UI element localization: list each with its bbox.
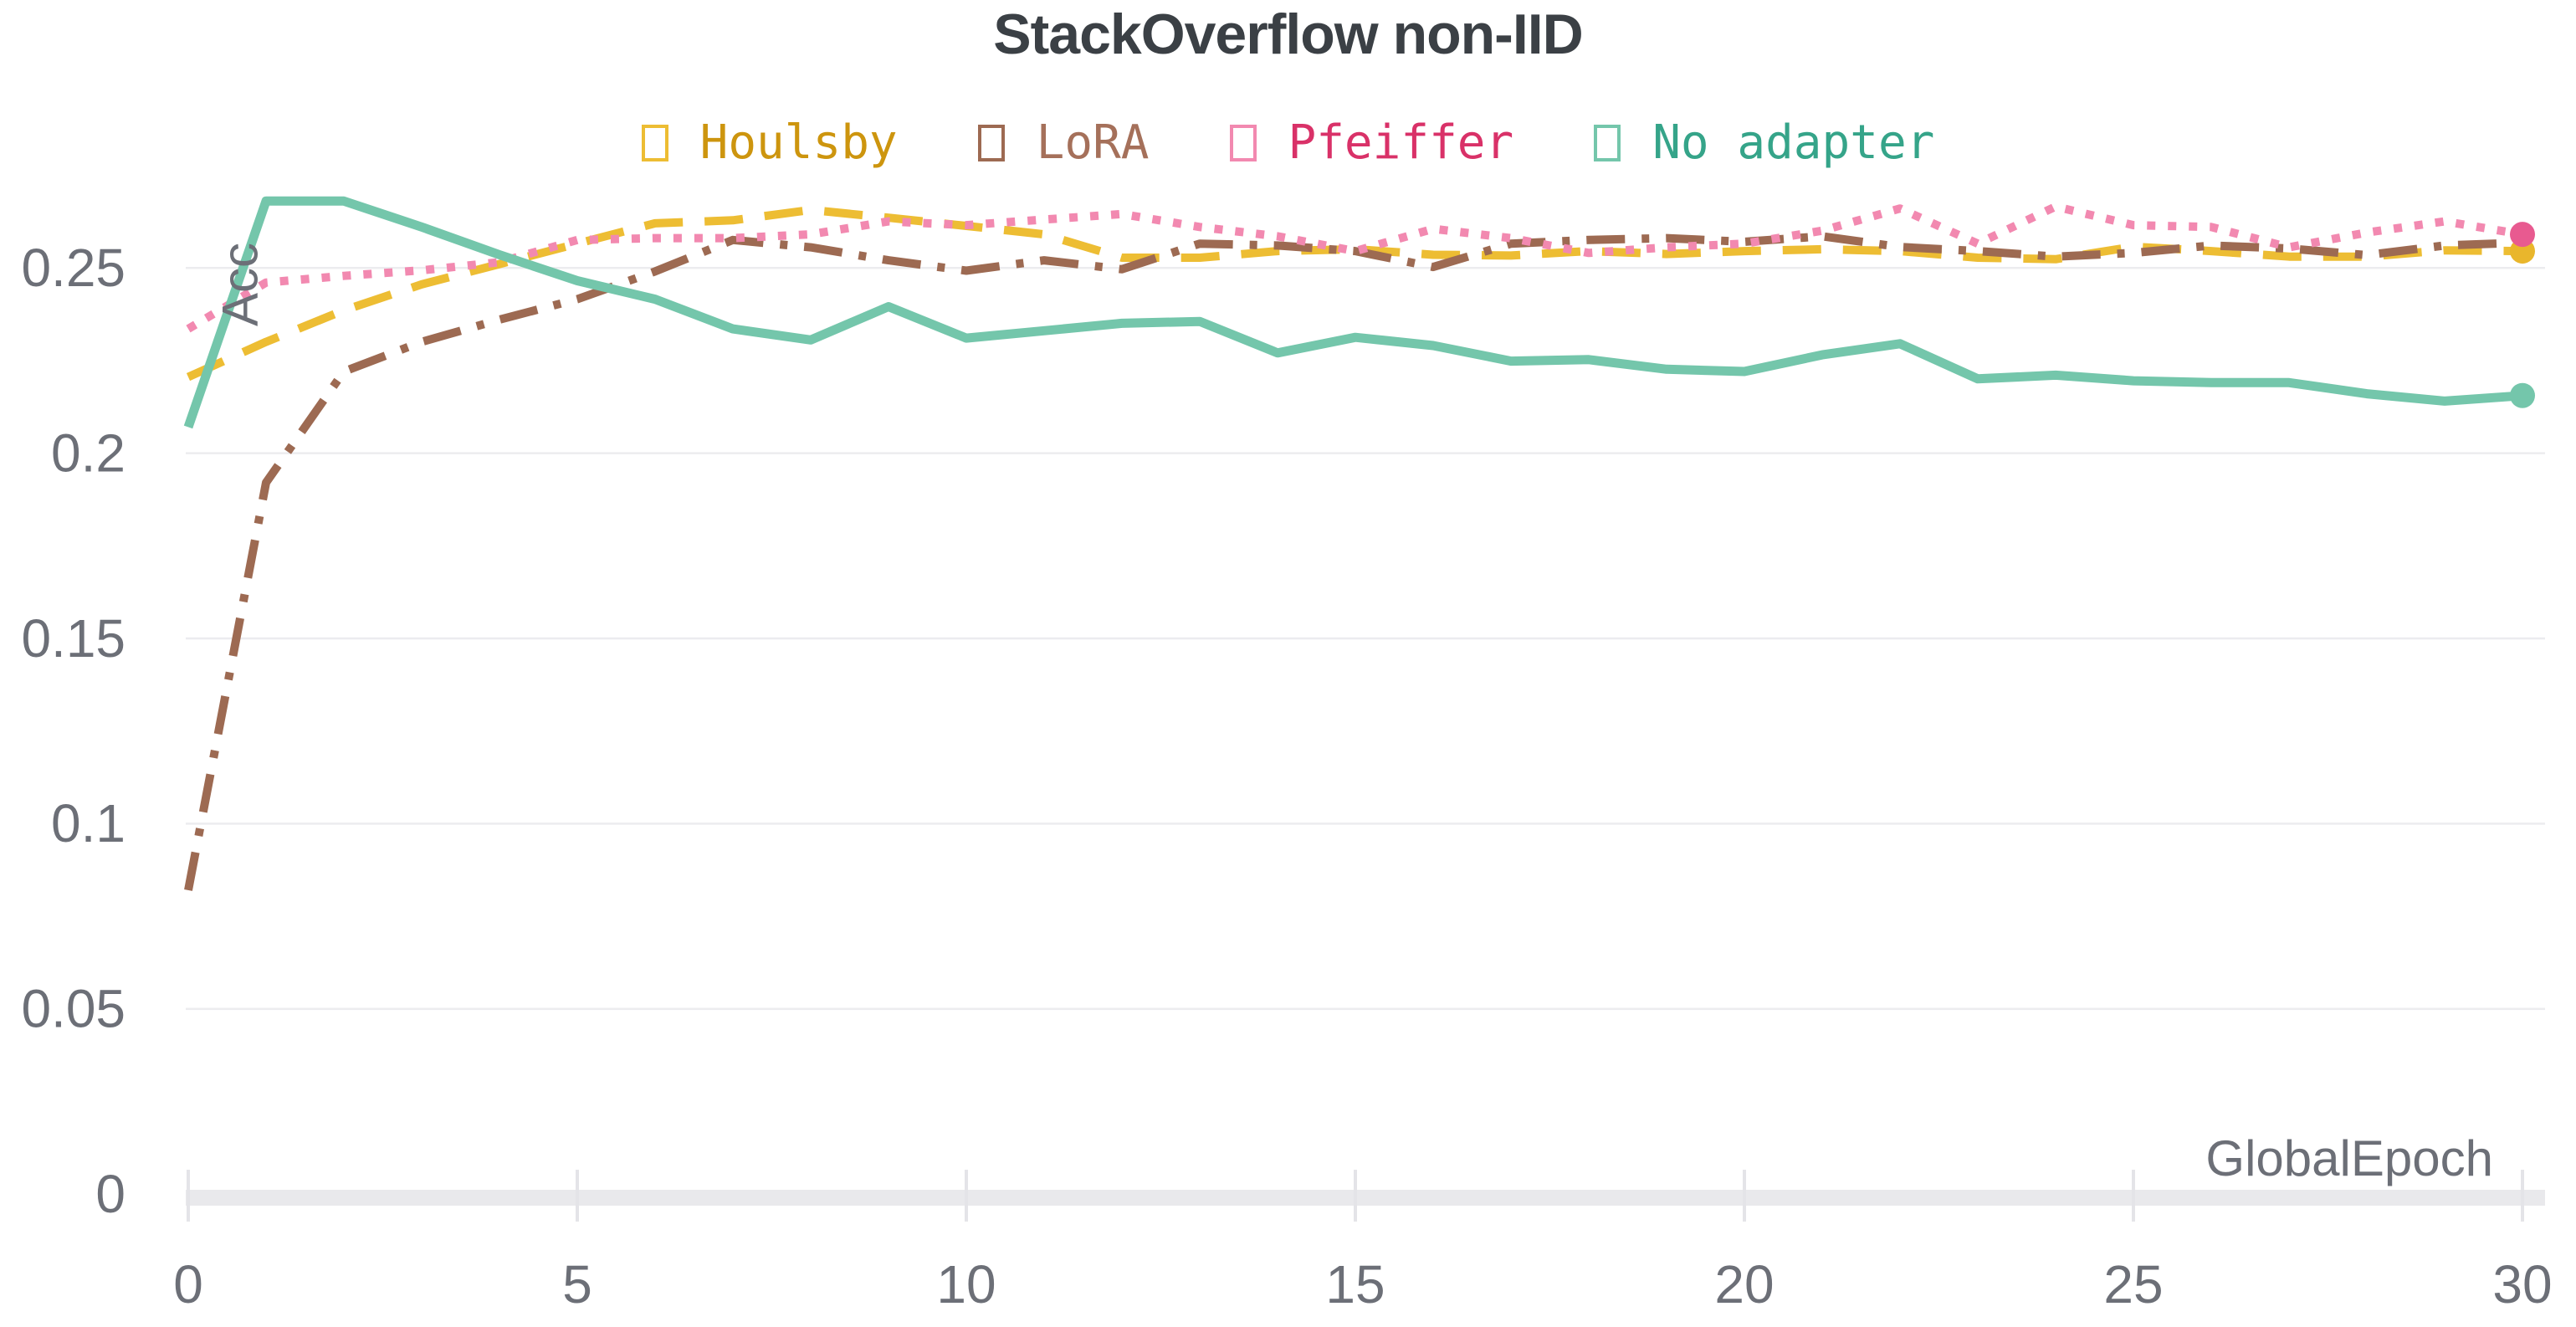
gridline <box>186 822 2545 825</box>
houlsby-marker-icon <box>641 124 668 161</box>
series-line-lora <box>184 232 2523 891</box>
x-tick-label: 10 <box>936 1254 996 1314</box>
y-tick-label: 0 <box>95 1164 125 1224</box>
chart-title: StackOverflow non-IID <box>993 3 1583 66</box>
y-tick-label: 0.2 <box>51 423 125 483</box>
x-tick-label: 0 <box>173 1254 203 1314</box>
legend-label-pfeiffer: Pfeiffer <box>1288 115 1514 170</box>
legend-item-no-adapter: No adapter <box>1594 115 1934 170</box>
y-tick-label: 0.05 <box>21 979 125 1039</box>
gridline <box>186 267 2545 269</box>
x-tick-mark <box>2521 1170 2524 1222</box>
x-tick-label: 30 <box>2492 1254 2552 1314</box>
x-axis-line <box>186 1190 2545 1206</box>
legend-label-lora: LoRA <box>1036 115 1150 170</box>
x-tick-mark <box>187 1170 190 1222</box>
y-tick-label: 0.15 <box>21 608 125 669</box>
legend-item-lora: LoRA <box>977 115 1150 170</box>
lora-marker-icon <box>977 124 1005 161</box>
legend-label-houlsby: Houlsby <box>699 115 898 170</box>
x-tick-mark <box>965 1170 968 1222</box>
legend-item-pfeiffer: Pfeiffer <box>1229 115 1514 170</box>
x-tick-mark <box>1743 1170 1746 1222</box>
y-axis-title: Acc <box>212 242 269 327</box>
series-line-houlsby <box>186 205 2523 382</box>
legend-item-houlsby: Houlsby <box>641 115 898 170</box>
end-dot-no-adapter <box>2510 382 2535 408</box>
no-adapter-marker-icon <box>1594 124 1621 161</box>
series-line-no-adapter <box>183 196 2523 429</box>
end-dot-pfeiffer <box>2510 222 2535 248</box>
x-tick-mark <box>1354 1170 1357 1222</box>
x-tick-label: 15 <box>1325 1254 1385 1314</box>
x-tick-label: 5 <box>562 1254 592 1314</box>
x-tick-mark <box>576 1170 579 1222</box>
legend-label-no-adapter: No adapter <box>1652 115 1935 170</box>
gridline <box>186 452 2545 454</box>
x-tick-label: 25 <box>2103 1254 2163 1314</box>
y-tick-label: 0.1 <box>51 793 125 853</box>
x-axis-title: GlobalEpoch <box>2205 1130 2493 1186</box>
x-tick-label: 20 <box>1714 1254 1774 1314</box>
pfeiffer-marker-icon <box>1229 124 1257 161</box>
y-tick-label: 0.25 <box>21 238 125 298</box>
gridline <box>186 637 2545 640</box>
gridline <box>186 1007 2545 1011</box>
legend: Houlsby LoRA Pfeiffer No adapter <box>0 115 2576 170</box>
x-tick-mark <box>2132 1170 2135 1222</box>
series-line-pfeiffer <box>186 202 2523 333</box>
